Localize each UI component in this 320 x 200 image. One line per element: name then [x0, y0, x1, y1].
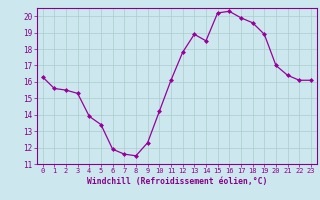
X-axis label: Windchill (Refroidissement éolien,°C): Windchill (Refroidissement éolien,°C) — [87, 177, 267, 186]
